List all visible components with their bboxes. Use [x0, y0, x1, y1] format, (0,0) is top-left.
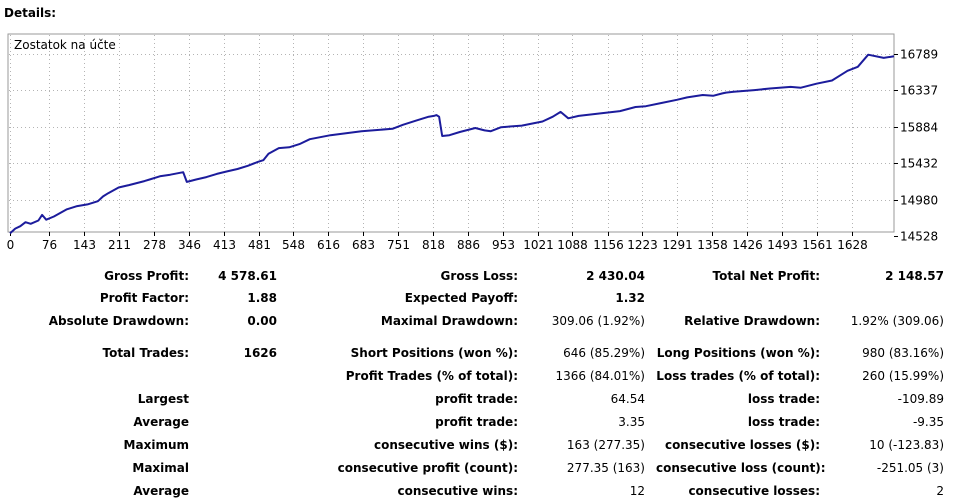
stat-value: 4 578.61 — [218, 269, 277, 283]
y-tick-label: 14528 — [900, 230, 938, 244]
stat-value: 1.32 — [615, 291, 645, 305]
stat-label: profit trade: — [435, 415, 518, 429]
x-tick-label: 1156 — [593, 238, 624, 252]
stat-value: 1626 — [243, 346, 277, 360]
x-tick-label: 751 — [387, 238, 410, 252]
stat-value: -9.35 — [912, 415, 944, 429]
stat-label: consecutive loss (count): — [656, 461, 826, 475]
balance-chart: 16789 16337 15884 15432 14980 14528 0 76 143 211 2… — [7, 33, 938, 252]
stat-label: Gross Loss: — [440, 269, 518, 283]
x-tick-label: 0 — [7, 238, 15, 252]
x-tick-label: 278 — [143, 238, 166, 252]
stat-label: consecutive losses: — [688, 484, 820, 498]
stat-label: Maximal Drawdown: — [380, 314, 518, 328]
y-tick-label: 16337 — [900, 84, 938, 98]
x-tick-label: 1021 — [523, 238, 554, 252]
stat-value: 2 — [936, 484, 944, 498]
y-tick-label: 15884 — [900, 121, 938, 135]
stat-label: Average — [133, 484, 189, 498]
stat-value: 277.35 (163) — [566, 461, 645, 475]
x-tick-label: 1291 — [662, 238, 693, 252]
x-tick-label: 76 — [42, 238, 57, 252]
stat-value: 10 (-123.83) — [869, 438, 944, 452]
stat-label: consecutive losses ($): — [664, 438, 820, 452]
stat-label: Profit Factor: — [99, 291, 189, 305]
stat-label: Largest — [137, 392, 189, 406]
x-tick-label: 1358 — [697, 238, 728, 252]
details-heading: Details: — [4, 6, 57, 20]
stat-value: 260 (15.99%) — [862, 369, 944, 383]
chart-frame — [7, 33, 895, 233]
stat-value: 980 (83.16%) — [862, 346, 944, 360]
stat-value: -251.05 (3) — [876, 461, 944, 475]
stat-value: 1.92% (309.06) — [850, 314, 944, 328]
stat-label: Maximum — [123, 438, 189, 452]
stat-value: 163 (277.35) — [566, 438, 645, 452]
stat-label: Loss trades (% of total): — [656, 369, 820, 383]
x-tick-label: 413 — [213, 238, 236, 252]
stat-label: Maximal — [132, 461, 189, 475]
x-tick-label: 886 — [457, 238, 480, 252]
y-tick-label: 14980 — [900, 194, 938, 208]
x-tick-label: 346 — [178, 238, 201, 252]
stat-label: Profit Trades (% of total): — [345, 369, 518, 383]
x-tick-label: 1426 — [732, 238, 763, 252]
stat-value: 2 148.57 — [885, 269, 944, 283]
balance-line — [9, 53, 895, 235]
x-tick-label: 683 — [352, 238, 375, 252]
x-tick-label: 211 — [108, 238, 131, 252]
stat-label: Relative Drawdown: — [684, 314, 820, 328]
x-tick-label: 481 — [248, 238, 271, 252]
x-tick-label: 818 — [422, 238, 445, 252]
x-tick-label: 143 — [73, 238, 96, 252]
stat-value: 1.88 — [247, 291, 277, 305]
stat-label: Short Positions (won %): — [350, 346, 518, 360]
stat-value: 1366 (84.01%) — [555, 369, 645, 383]
stat-label: loss trade: — [747, 415, 820, 429]
x-tick-label: 1223 — [627, 238, 658, 252]
x-tick-label: 1493 — [767, 238, 798, 252]
stat-value: 64.54 — [610, 392, 645, 406]
stat-label: Gross Profit: — [104, 269, 189, 283]
stat-label: Total Net Profit: — [712, 269, 820, 283]
stat-label: Absolute Drawdown: — [48, 314, 189, 328]
x-tick-label: 616 — [317, 238, 340, 252]
x-tick-label: 953 — [492, 238, 515, 252]
stat-label: loss trade: — [747, 392, 820, 406]
x-tick-label: 1561 — [802, 238, 833, 252]
stat-label: Long Positions (won %): — [656, 346, 820, 360]
y-tick-label: 16789 — [900, 48, 938, 62]
stat-label: consecutive wins: — [397, 484, 518, 498]
stat-value: 309.06 (1.92%) — [551, 314, 645, 328]
chart-title: Zostatok na účte — [14, 38, 116, 52]
stat-value: -109.89 — [897, 392, 944, 406]
x-tick-label: 1088 — [557, 238, 588, 252]
stat-value: 2 430.04 — [586, 269, 645, 283]
x-tick-label: 1628 — [837, 238, 868, 252]
stat-value: 3.35 — [618, 415, 645, 429]
stat-label: consecutive profit (count): — [337, 461, 518, 475]
stat-label: profit trade: — [435, 392, 518, 406]
stat-value: 646 (85.29%) — [563, 346, 645, 360]
stat-label: consecutive wins ($): — [373, 438, 518, 452]
stat-value: 0.00 — [247, 314, 277, 328]
stat-label: Expected Payoff: — [404, 291, 518, 305]
stat-value: 12 — [629, 484, 645, 498]
x-tick-label: 548 — [282, 238, 305, 252]
y-tick-label: 15432 — [900, 157, 938, 171]
stat-label: Average — [133, 415, 189, 429]
stat-label: Total Trades: — [102, 346, 189, 360]
